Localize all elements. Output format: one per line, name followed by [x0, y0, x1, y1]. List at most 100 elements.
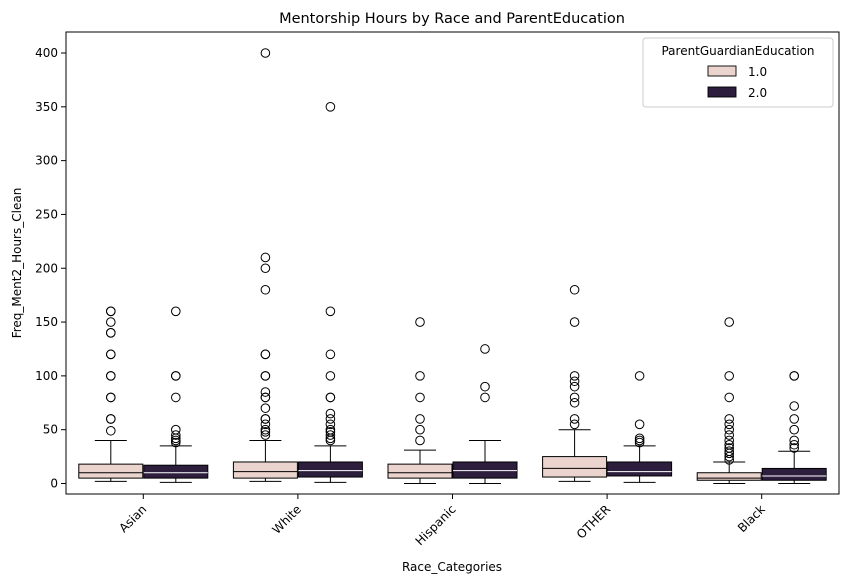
- y-tick-label: 400: [35, 46, 58, 60]
- outlier-point: [260, 263, 271, 274]
- outlier-point: [569, 284, 580, 295]
- outlier-point: [260, 252, 271, 263]
- outlier-point: [171, 437, 181, 448]
- outlier-point: [325, 424, 336, 435]
- outlier-point: [724, 419, 735, 430]
- outlier-point: [569, 419, 580, 430]
- outlier-point: [106, 317, 116, 327]
- outlier-point: [789, 401, 800, 411]
- box: [542, 456, 608, 478]
- outlier-point: [260, 424, 271, 435]
- box: [761, 467, 827, 481]
- outlier-point: [171, 371, 181, 381]
- outlier-point: [789, 424, 800, 435]
- outlier-point: [724, 439, 735, 450]
- outlier-point: [171, 392, 181, 403]
- outlier-point: [325, 392, 336, 403]
- outlier-point: [724, 414, 735, 424]
- outlier-point: [634, 437, 645, 448]
- outlier-point: [325, 349, 336, 360]
- outlier-point: [789, 414, 800, 424]
- outlier-point: [260, 419, 271, 430]
- outlier-point: [480, 381, 490, 392]
- outlier-point: [325, 427, 336, 437]
- outlier-point: [260, 371, 271, 381]
- outlier-point: [569, 317, 580, 327]
- outlier-point: [325, 371, 336, 381]
- outlier-point: [171, 306, 181, 317]
- legend-title: ParentGuardianEducation: [661, 44, 814, 58]
- outlier-point: [106, 414, 116, 424]
- outlier-point: [325, 102, 336, 112]
- outlier-point: [106, 425, 116, 436]
- chart-title: Mentorship Hours by Race and ParentEduca…: [279, 11, 625, 27]
- outlier-point: [569, 376, 580, 387]
- outlier-point: [106, 328, 116, 338]
- y-tick-label: 0: [50, 477, 58, 491]
- outlier-point: [789, 443, 800, 453]
- outlier-point: [260, 403, 271, 413]
- outlier-point: [325, 430, 336, 440]
- outlier-point: [260, 414, 271, 424]
- legend-label-2: 2.0: [748, 86, 767, 100]
- outlier-point: [260, 349, 271, 360]
- outlier-point: [171, 435, 181, 446]
- x-tick-label: Asian: [116, 502, 149, 535]
- outlier-point: [415, 414, 425, 424]
- box: [78, 463, 144, 479]
- outlier-point: [569, 381, 580, 392]
- plot-area: 0 50 100 150 200 250 300 350 400 Asian White Hispan…: [35, 46, 827, 548]
- outlier-point: [106, 392, 116, 403]
- outlier-point: [260, 427, 271, 437]
- outlier-point: [480, 344, 490, 354]
- box: [143, 464, 209, 479]
- outlier-point: [106, 306, 116, 317]
- outlier-point: [325, 306, 336, 317]
- outlier-point: [260, 284, 271, 295]
- outlier-point: [569, 371, 580, 381]
- outlier-point: [724, 424, 735, 435]
- y-tick-label: 200: [35, 261, 58, 275]
- outlier-point: [724, 435, 735, 446]
- outlier-point: [569, 392, 580, 403]
- outlier-point: [789, 435, 800, 446]
- outlier-point: [634, 435, 645, 446]
- outlier-point: [724, 430, 735, 440]
- y-tick-label: 50: [43, 423, 58, 437]
- outlier-point: [260, 48, 271, 58]
- legend: ParentGuardianEducation 1.0 2.0: [642, 37, 834, 108]
- outlier-point: [789, 371, 800, 381]
- outlier-point: [415, 424, 425, 435]
- outlier-point: [480, 392, 490, 403]
- y-tick-label: 100: [35, 369, 58, 383]
- legend-frame: [642, 37, 834, 108]
- box: [232, 461, 298, 479]
- box: [696, 472, 762, 481]
- outlier-point: [724, 446, 735, 457]
- legend-swatch-1: [707, 65, 737, 77]
- y-axis-label: Freq_Ment2_Hours_Clean: [10, 188, 24, 339]
- y-tick-label: 250: [35, 207, 58, 221]
- outlier-point: [415, 371, 425, 381]
- outlier-point: [106, 349, 116, 360]
- outlier-point: [260, 392, 271, 403]
- y-tick-label: 300: [35, 154, 58, 168]
- outlier-point: [569, 414, 580, 424]
- outlier-point: [724, 392, 735, 403]
- x-axis-label: Race_Categories: [402, 560, 502, 574]
- box: [297, 461, 363, 478]
- outlier-point: [325, 414, 336, 424]
- outlier-point: [260, 430, 271, 440]
- outlier-point: [415, 317, 425, 327]
- legend-label-1: 1.0: [748, 65, 767, 79]
- outlier-point: [789, 439, 800, 450]
- outlier-point: [724, 317, 735, 327]
- x-tick-label: Black: [735, 502, 768, 535]
- outlier-point: [171, 430, 181, 440]
- outlier-point: [260, 387, 271, 397]
- outlier-point: [634, 371, 645, 381]
- y-tick-label: 150: [35, 315, 58, 329]
- outlier-point: [106, 371, 116, 381]
- plot-frame: [65, 31, 840, 495]
